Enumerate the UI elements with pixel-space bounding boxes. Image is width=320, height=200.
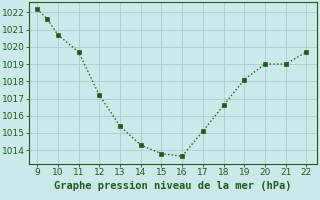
X-axis label: Graphe pression niveau de la mer (hPa): Graphe pression niveau de la mer (hPa) [54, 181, 292, 191]
